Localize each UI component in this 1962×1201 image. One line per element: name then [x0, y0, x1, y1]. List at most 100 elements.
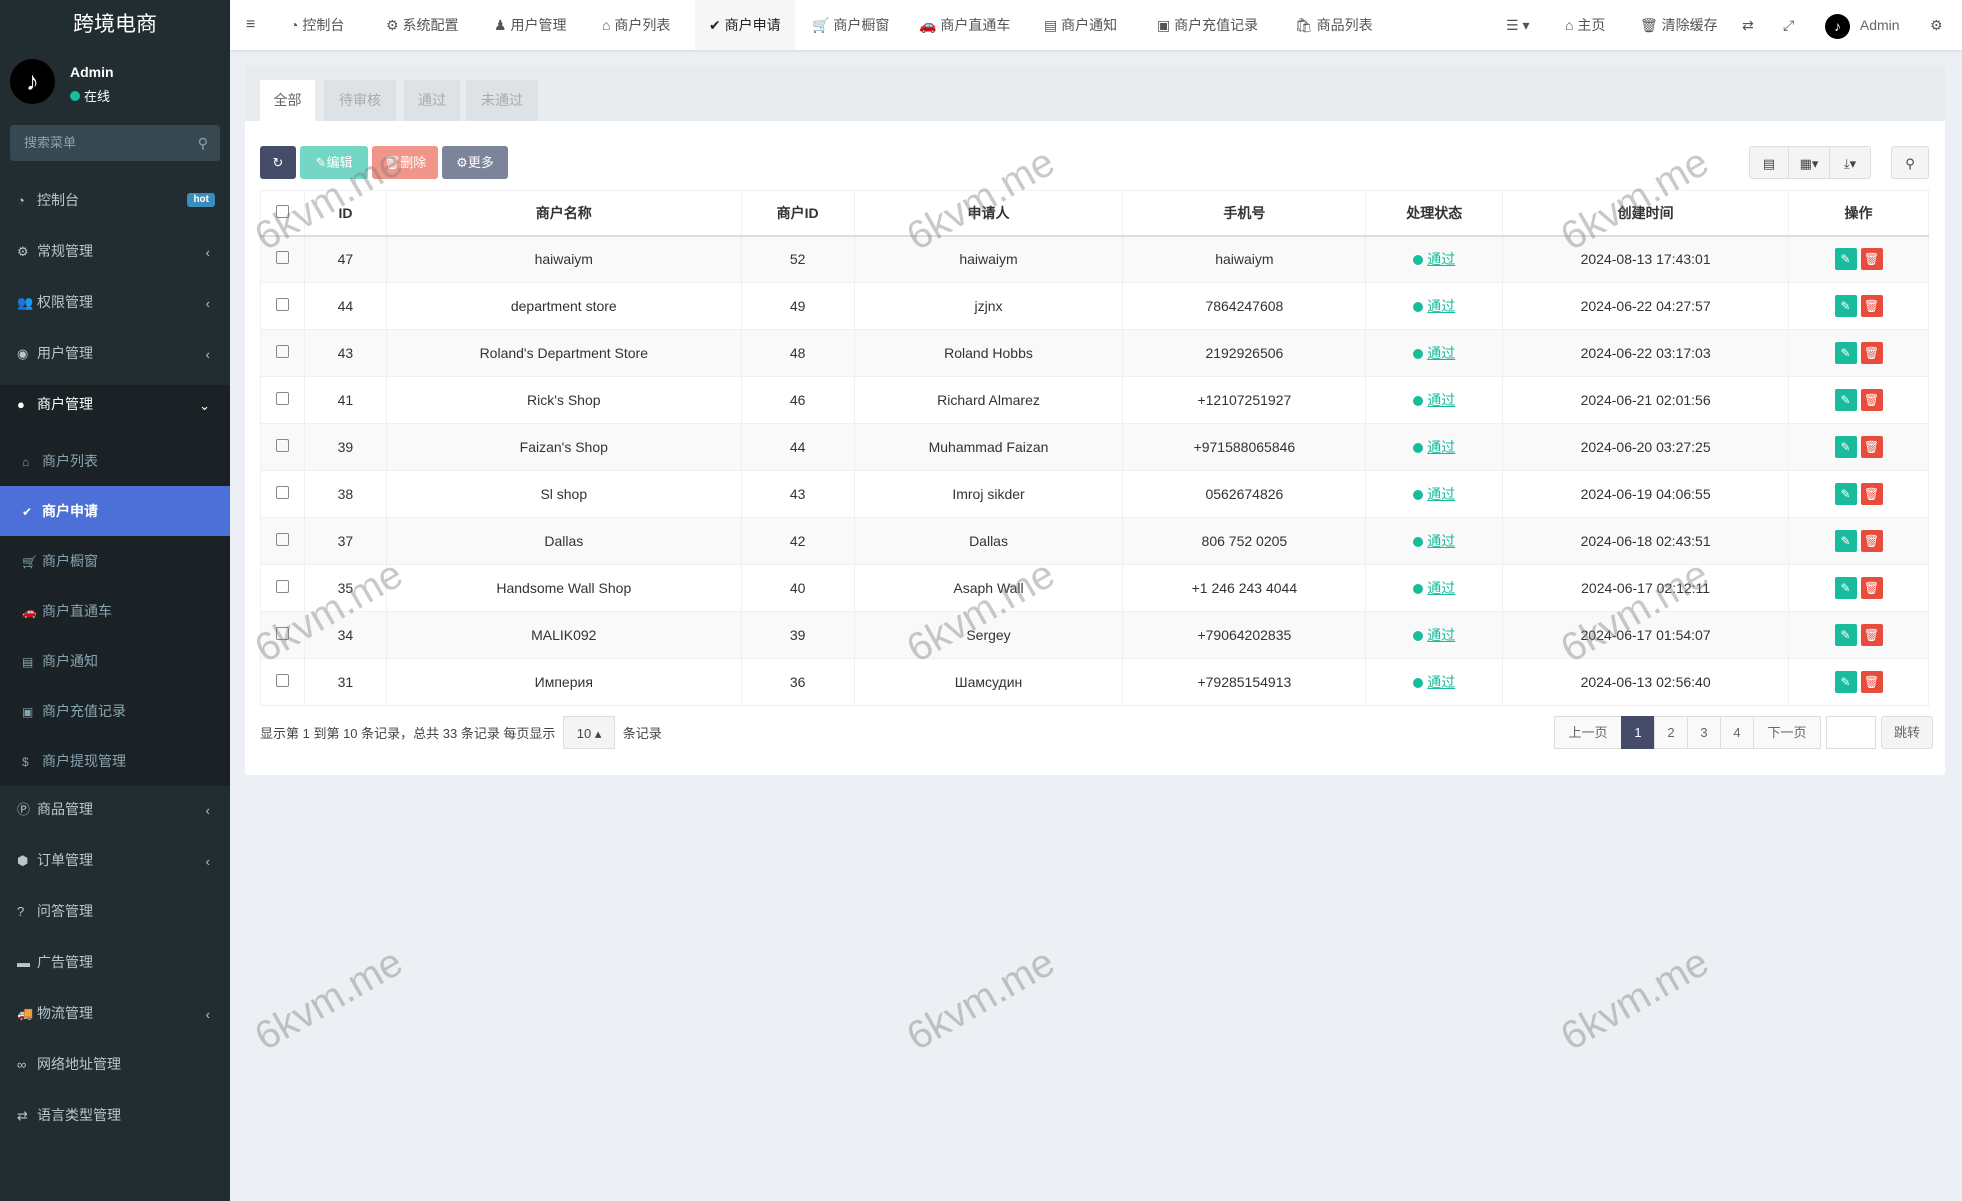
sidebar-item-0[interactable]: ◔ 控制台 hot [0, 181, 230, 232]
row-checkbox[interactable] [260, 423, 305, 471]
sidebar-subitem-1[interactable]: ✔ 商户申请 [0, 486, 230, 536]
sidebar-item-4[interactable]: ● 商户管理 ⌄ [0, 385, 230, 436]
col-id[interactable]: ID [303, 190, 387, 237]
export-button[interactable]: ⤓▾ [1829, 146, 1871, 179]
home-link[interactable]: ⌂ 主页 [1565, 0, 1605, 50]
app-title[interactable]: 跨境电商 [0, 0, 230, 50]
page-3-button[interactable]: 3 [1687, 716, 1721, 749]
delete-button[interactable]: 🗑删除 [372, 146, 438, 179]
top-tab-5[interactable]: 🛒 商户橱窗 [812, 0, 889, 50]
col-created[interactable]: 创建时间 [1502, 190, 1790, 237]
row-delete-button[interactable]: 🗑 [1860, 389, 1883, 411]
tab-all[interactable]: 全部 [260, 80, 315, 121]
sidebar-item-2[interactable]: 👥 权限管理 ‹ [0, 283, 230, 334]
sidebar-item-b1[interactable]: ⬢ 订单管理 ‹ [0, 841, 230, 892]
sidebar-item-b4[interactable]: 🚚 物流管理 ‹ [0, 994, 230, 1045]
top-tab-3[interactable]: ⌂ 商户列表 [602, 0, 670, 50]
row-checkbox[interactable] [260, 376, 305, 424]
search-icon[interactable]: ⚲ [197, 135, 208, 151]
row-checkbox[interactable] [260, 517, 305, 565]
refresh-button[interactable]: ↻ [260, 146, 296, 179]
jump-button[interactable]: 跳转 [1881, 716, 1933, 749]
fullscreen-icon[interactable]: ⤢ [1783, 17, 1795, 33]
row-edit-button[interactable]: ✎ [1834, 671, 1857, 693]
nav-dropdown-icon[interactable]: ☰ ▾ [1506, 17, 1530, 33]
page-1-button[interactable]: 1 [1621, 716, 1655, 749]
sidebar-item-b2[interactable]: ? 问答管理 [0, 892, 230, 943]
row-checkbox[interactable] [260, 329, 305, 377]
columns-button[interactable]: ▦▾ [1788, 146, 1830, 179]
row-edit-button[interactable]: ✎ [1834, 389, 1857, 411]
status-link[interactable]: 通过 [1413, 533, 1455, 549]
sidebar-subitem-4[interactable]: ▤ 商户通知 [0, 636, 230, 686]
row-delete-button[interactable]: 🗑 [1860, 248, 1883, 271]
sidebar-item-b3[interactable]: ▬ 广告管理 [0, 943, 230, 994]
row-delete-button[interactable]: 🗑 [1860, 577, 1883, 599]
row-edit-button[interactable]: ✎ [1834, 295, 1857, 317]
top-tab-2[interactable]: ♟ 用户管理 [494, 0, 566, 50]
status-link[interactable]: 通过 [1413, 580, 1455, 596]
menu-search-input[interactable]: 搜索菜单 ⚲ [10, 125, 220, 161]
row-edit-button[interactable]: ✎ [1834, 577, 1857, 599]
page-size-select[interactable]: 10 ▴ [563, 716, 616, 749]
clear-cache-button[interactable]: 🗑 清除缓存 [1640, 0, 1718, 50]
status-link[interactable]: 通过 [1413, 392, 1455, 408]
next-page-button[interactable]: 下一页 [1753, 716, 1821, 749]
top-tab-6[interactable]: 🚗 商户直通车 [919, 0, 1010, 50]
row-delete-button[interactable]: 🗑 [1860, 624, 1883, 646]
status-link[interactable]: 通过 [1413, 627, 1455, 643]
row-delete-button[interactable]: 🗑 [1860, 530, 1883, 552]
jump-page-input[interactable] [1826, 716, 1876, 749]
sidebar-subitem-2[interactable]: 🛒 商户橱窗 [0, 536, 230, 586]
top-tab-8[interactable]: ▣ 商户充值记录 [1157, 0, 1258, 50]
search-toggle-button[interactable]: ⚲ [1891, 146, 1929, 179]
top-tab-4[interactable]: ✔ 商户申请 [695, 0, 795, 50]
status-link[interactable]: 通过 [1413, 486, 1455, 502]
language-icon[interactable]: ⇄ [1742, 17, 1754, 33]
settings-gear-icon[interactable]: ⚙ [1930, 17, 1943, 33]
row-delete-button[interactable]: 🗑 [1860, 436, 1883, 458]
row-delete-button[interactable]: 🗑 [1860, 671, 1883, 693]
more-button[interactable]: ⚙更多 [442, 146, 508, 179]
sidebar-subitem-5[interactable]: ▣ 商户充值记录 [0, 686, 230, 736]
row-delete-button[interactable]: 🗑 [1860, 483, 1883, 505]
page-2-button[interactable]: 2 [1654, 716, 1688, 749]
row-edit-button[interactable]: ✎ [1834, 342, 1857, 364]
row-edit-button[interactable]: ✎ [1834, 483, 1857, 505]
page-4-button[interactable]: 4 [1720, 716, 1754, 749]
status-link[interactable]: 通过 [1413, 298, 1455, 314]
top-tab-0[interactable]: ◔ 控制台 [290, 0, 344, 50]
row-checkbox[interactable] [260, 611, 305, 659]
col-merchant-name[interactable]: 商户名称 [385, 190, 742, 237]
tab-pending[interactable]: 待审核 [324, 80, 396, 121]
sidebar-item-b6[interactable]: ⇄ 语言类型管理 [0, 1096, 230, 1147]
status-link[interactable]: 通过 [1413, 345, 1455, 361]
sidebar-subitem-0[interactable]: ⌂ 商户列表 [0, 436, 230, 486]
row-edit-button[interactable]: ✎ [1834, 530, 1857, 552]
status-link[interactable]: 通过 [1413, 439, 1455, 455]
row-delete-button[interactable]: 🗑 [1860, 295, 1883, 317]
status-link[interactable]: 通过 [1413, 251, 1455, 267]
col-status[interactable]: 处理状态 [1365, 190, 1504, 237]
row-edit-button[interactable]: ✎ [1834, 624, 1857, 646]
row-delete-button[interactable]: 🗑 [1860, 342, 1883, 364]
sidebar-item-b5[interactable]: ∞ 网络地址管理 [0, 1045, 230, 1096]
sidebar-subitem-3[interactable]: 🚗 商户直通车 [0, 586, 230, 636]
col-phone[interactable]: 手机号 [1122, 190, 1367, 237]
status-link[interactable]: 通过 [1413, 674, 1455, 690]
sidebar-item-b0[interactable]: Ⓟ 商品管理 ‹ [0, 790, 230, 841]
row-edit-button[interactable]: ✎ [1834, 436, 1857, 458]
tab-approved[interactable]: 通过 [404, 80, 460, 121]
col-merchant-id[interactable]: 商户ID [740, 190, 855, 237]
tab-rejected[interactable]: 未通过 [466, 80, 538, 121]
row-checkbox[interactable] [260, 235, 305, 283]
sidebar-item-1[interactable]: ⚙ 常规管理 ‹ [0, 232, 230, 283]
row-checkbox[interactable] [260, 282, 305, 330]
row-checkbox[interactable] [260, 658, 305, 706]
prev-page-button[interactable]: 上一页 [1554, 716, 1622, 749]
row-edit-button[interactable]: ✎ [1834, 248, 1857, 271]
top-tab-1[interactable]: ⚙ 系统配置 [386, 0, 458, 50]
sidebar-subitem-6[interactable]: $ 商户提现管理 [0, 736, 230, 786]
admin-menu[interactable]: ♪ Admin [1825, 0, 1900, 50]
top-tab-9[interactable]: 🛍 商品列表 [1295, 0, 1373, 50]
